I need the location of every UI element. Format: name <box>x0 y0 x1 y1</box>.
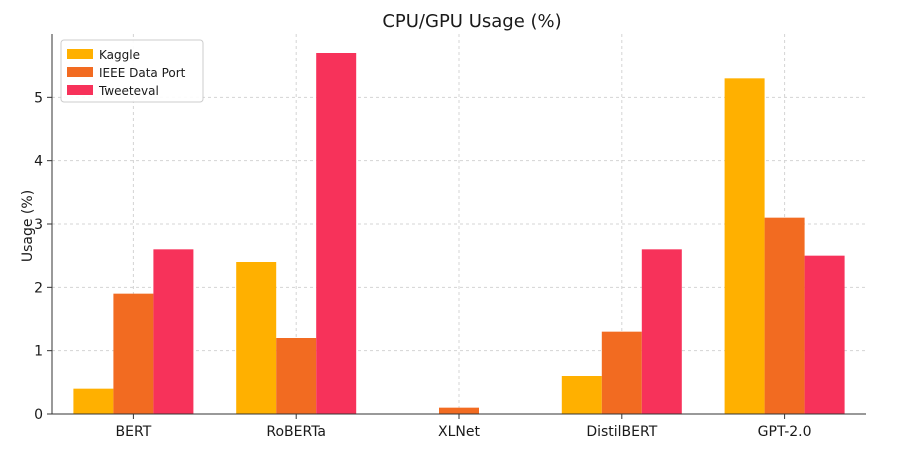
bars <box>73 53 845 414</box>
bar <box>153 249 194 414</box>
chart-title: CPU/GPU Usage (%) <box>382 11 561 32</box>
legend-label: Tweeteval <box>98 84 159 98</box>
y-tick-label: 4 <box>34 154 43 170</box>
legend-swatch <box>67 49 93 59</box>
y-tick-label: 0 <box>34 407 43 423</box>
legend-swatch <box>67 67 93 77</box>
bar <box>804 255 845 414</box>
bar <box>439 407 479 414</box>
y-tick-label: 1 <box>34 344 43 360</box>
bar <box>316 53 357 414</box>
x-tick-label: DistilBERT <box>586 424 657 440</box>
legend-label: IEEE Data Port <box>99 66 186 80</box>
bar <box>113 293 154 414</box>
y-tick-label: 2 <box>34 280 43 296</box>
x-tick-label: RoBERTa <box>266 424 326 440</box>
bar <box>764 217 805 414</box>
bar <box>236 262 277 414</box>
y-axis-label: Usage (%) <box>20 190 36 262</box>
y-tick-label: 5 <box>34 90 43 106</box>
bar <box>641 249 682 414</box>
bar <box>601 331 642 414</box>
bar <box>561 376 602 414</box>
axes: 0 1 2 3 4 5 BERT RoBERTa XLNet DistilBERT GPT-2.0 <box>34 34 866 440</box>
legend-box <box>60 39 204 103</box>
x-tick-label: BERT <box>116 424 152 440</box>
x-tick-label: XLNet <box>438 424 480 440</box>
legend: Kaggle IEEE Data Port Tweeteval <box>60 39 204 103</box>
bar <box>276 338 317 414</box>
bar <box>73 388 114 414</box>
legend-label: Kaggle <box>99 48 140 62</box>
bar <box>724 78 765 414</box>
x-tick-label: GPT-2.0 <box>758 424 812 440</box>
y-tick-label: 3 <box>34 217 43 233</box>
legend-swatch <box>67 85 93 95</box>
